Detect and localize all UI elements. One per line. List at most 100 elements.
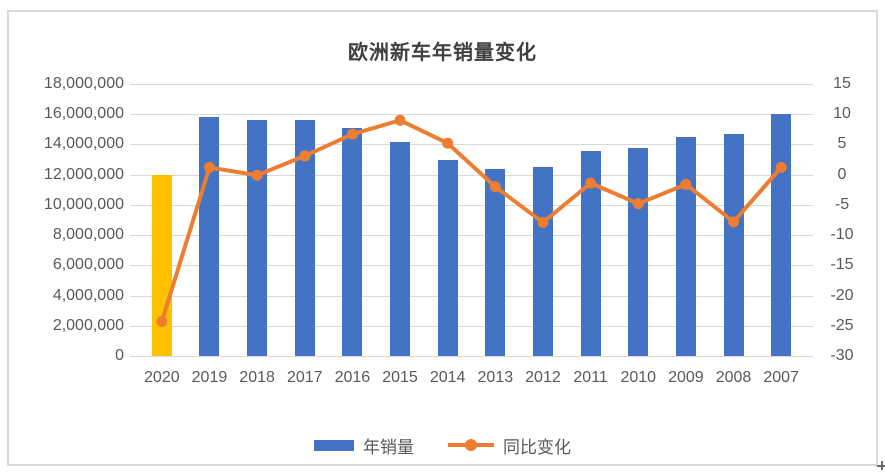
right-axis-tick-label: -10 bbox=[830, 226, 854, 244]
right-tick-mark bbox=[805, 144, 813, 146]
left-axis-tick-label: 14,000,000 bbox=[43, 135, 124, 153]
right-axis-tick-label: 15 bbox=[833, 75, 851, 92]
yoy-point-2008 bbox=[728, 216, 740, 228]
x-axis-label-2013: 2013 bbox=[477, 369, 514, 386]
legend-label-yoy: 同比变化 bbox=[503, 437, 571, 457]
right-axis-tick-label: -30 bbox=[830, 347, 854, 364]
cursor-cross-v bbox=[880, 461, 883, 470]
x-axis-label-2016: 2016 bbox=[334, 369, 371, 386]
left-axis-tick-label: 12,000,000 bbox=[43, 165, 124, 183]
gridline bbox=[138, 356, 805, 357]
chart-title: 欧洲新车年销量变化 bbox=[348, 42, 537, 64]
yoy-point-2014 bbox=[442, 137, 454, 149]
bar-2017 bbox=[294, 120, 315, 356]
gridline bbox=[138, 325, 805, 327]
gridline bbox=[138, 204, 805, 206]
bar-2012 bbox=[532, 166, 553, 356]
x-axis-label-2019: 2019 bbox=[191, 369, 228, 386]
x-axis-label-2009: 2009 bbox=[668, 369, 704, 386]
right-tick-mark bbox=[805, 174, 813, 176]
right-axis-tick-label: 0 bbox=[837, 165, 847, 183]
bar-2013 bbox=[485, 169, 506, 356]
left-tick-mark bbox=[130, 295, 138, 297]
yoy-point-2011 bbox=[585, 177, 597, 189]
right-tick-mark bbox=[805, 84, 813, 85]
right-axis-tick-label: 5 bbox=[837, 135, 847, 153]
yoy-line-layer bbox=[156, 114, 787, 328]
yoy-point-2020 bbox=[156, 316, 168, 328]
gridline bbox=[138, 265, 805, 267]
bar-2008 bbox=[723, 133, 744, 356]
gridline bbox=[138, 235, 805, 237]
right-tick-mark bbox=[805, 114, 813, 116]
gridline bbox=[138, 144, 805, 146]
gridline bbox=[138, 114, 805, 116]
yoy-point-2010 bbox=[632, 198, 644, 210]
yoy-line bbox=[159, 118, 783, 323]
left-axis-tick-label: 10,000,000 bbox=[43, 195, 124, 213]
left-tick-mark bbox=[130, 235, 138, 237]
legend: 年销量 同比变化 bbox=[9, 432, 876, 458]
yoy-point-2007 bbox=[775, 161, 787, 173]
left-tick-mark bbox=[130, 84, 138, 85]
x-axis-label-2017: 2017 bbox=[286, 369, 323, 386]
left-tick-mark bbox=[130, 204, 138, 206]
bar-series-swatch-icon bbox=[314, 439, 354, 451]
left-axis-tick-label: 4,000,000 bbox=[52, 286, 124, 304]
x-axis-label-2012: 2012 bbox=[525, 369, 561, 386]
x-axis-label-2015: 2015 bbox=[382, 369, 418, 386]
bar-2018 bbox=[247, 119, 268, 356]
right-axis-tick-label: -25 bbox=[830, 316, 854, 334]
yoy-point-2017 bbox=[299, 150, 311, 162]
right-tick-mark bbox=[805, 325, 813, 327]
right-tick-mark bbox=[805, 204, 813, 206]
right-tick-mark bbox=[805, 265, 813, 267]
yoy-point-2016 bbox=[346, 128, 358, 140]
x-axis-label-2010: 2010 bbox=[620, 369, 657, 386]
move-cursor-artifact bbox=[877, 461, 885, 470]
left-axis-tick-label: 8,000,000 bbox=[52, 226, 124, 244]
gridline bbox=[138, 174, 805, 176]
bar-2014 bbox=[437, 160, 458, 356]
yoy-point-2019 bbox=[203, 161, 215, 173]
right-tick-mark bbox=[805, 356, 813, 357]
line-series-swatch-icon bbox=[448, 439, 494, 451]
right-tick-mark bbox=[805, 235, 813, 237]
yoy-point-2012 bbox=[537, 216, 549, 228]
left-axis-tick-label: 2,000,000 bbox=[52, 316, 124, 334]
x-axis-label-2007: 2007 bbox=[763, 369, 799, 386]
legend-item-sales: 年销量 bbox=[314, 433, 414, 458]
x-axis-label-2014: 2014 bbox=[429, 369, 466, 386]
right-axis-tick-label: -20 bbox=[830, 286, 854, 304]
bar-2011 bbox=[580, 150, 601, 356]
bar-2016 bbox=[342, 128, 363, 356]
x-axis-label-2011: 2011 bbox=[573, 369, 608, 386]
yoy-point-2013 bbox=[489, 181, 501, 193]
right-axis-tick-label: -15 bbox=[830, 256, 854, 274]
legend-item-yoy: 同比变化 bbox=[448, 433, 571, 458]
x-axis-label-2018: 2018 bbox=[239, 369, 275, 386]
yoy-point-2018 bbox=[251, 169, 263, 181]
right-axis-tick-label: 10 bbox=[833, 105, 851, 123]
yoy-point-2015 bbox=[394, 114, 406, 126]
left-axis-tick-label: 18,000,000 bbox=[43, 75, 124, 92]
right-tick-mark bbox=[805, 295, 813, 297]
x-axis-label-2008: 2008 bbox=[715, 369, 752, 386]
legend-label-sales: 年销量 bbox=[363, 437, 414, 457]
right-axis-tick-label: -5 bbox=[834, 195, 850, 213]
left-axis-tick-label: 6,000,000 bbox=[52, 256, 124, 274]
gridline bbox=[138, 295, 805, 297]
left-axis-tick-label: 16,000,000 bbox=[43, 105, 124, 123]
left-tick-mark bbox=[130, 114, 138, 116]
line-marker-icon bbox=[465, 439, 477, 451]
left-axis-tick-label: 0 bbox=[115, 347, 124, 364]
left-tick-mark bbox=[130, 325, 138, 327]
bar-2015 bbox=[390, 142, 411, 356]
x-axis-label-2020: 2020 bbox=[144, 369, 180, 386]
gridline bbox=[138, 84, 805, 85]
left-tick-mark bbox=[130, 356, 138, 357]
left-tick-mark bbox=[130, 265, 138, 267]
bar-2009 bbox=[675, 137, 696, 356]
left-tick-mark bbox=[130, 144, 138, 146]
chart-frame: 欧洲新车年销量变化 18,000,000 16,000,000 14,000,000… bbox=[7, 10, 878, 466]
